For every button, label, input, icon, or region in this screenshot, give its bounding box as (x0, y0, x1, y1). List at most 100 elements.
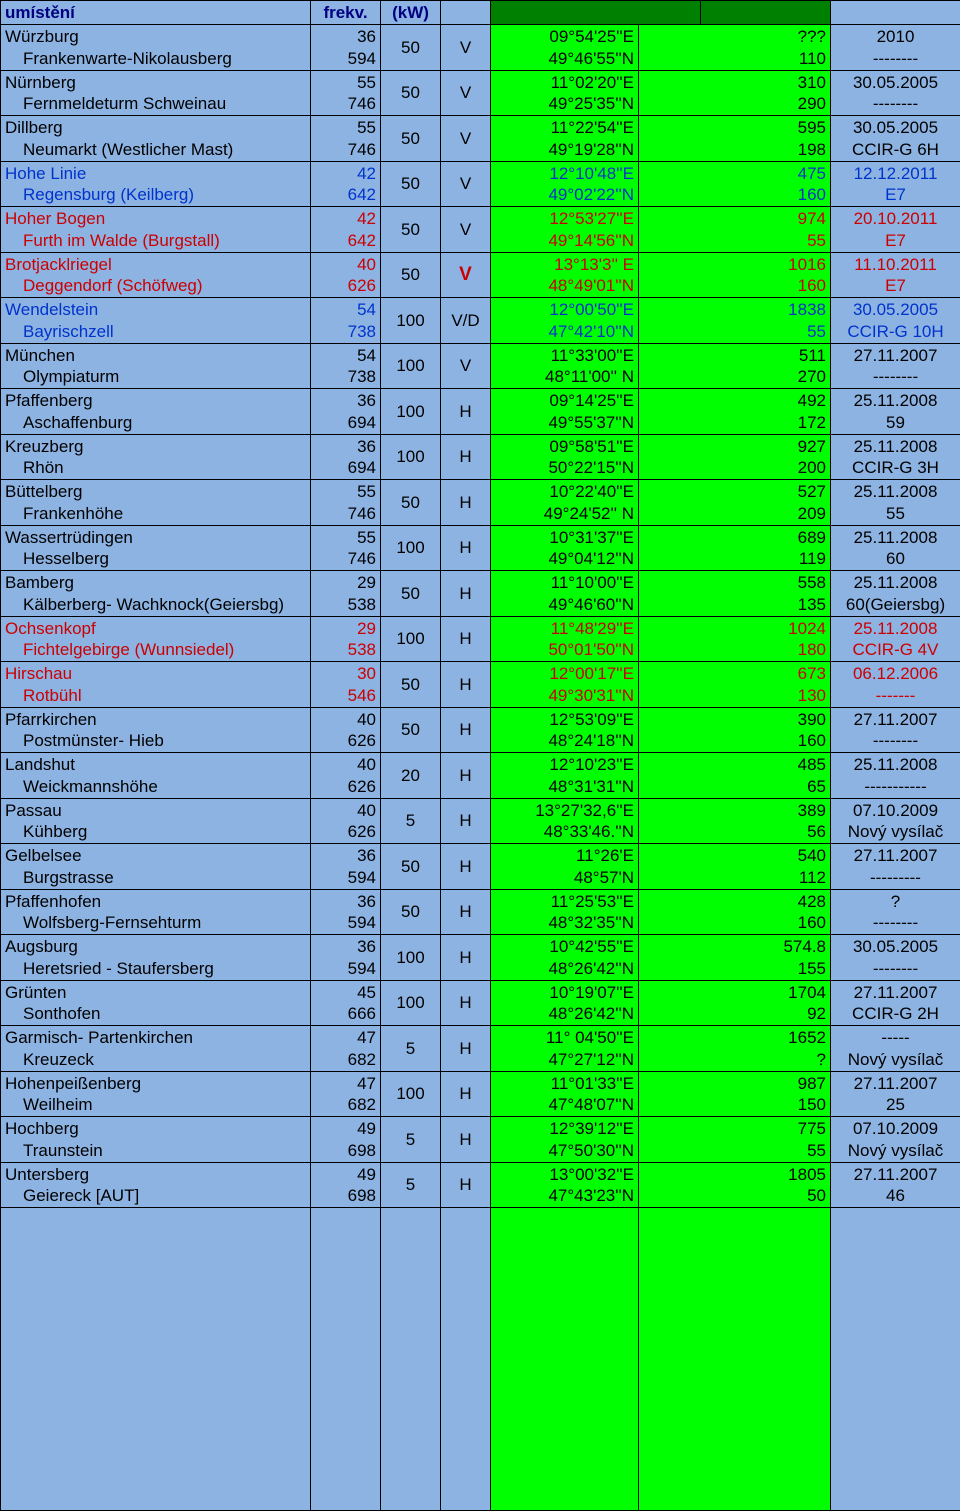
loc-main: Ochsenkopf (5, 619, 96, 638)
cell-coords: 09°54'25''E49°46'55''N (491, 25, 639, 71)
cell-date: 25.11.2008CCIR-G 4V (831, 616, 960, 662)
loc-sub: Traunstein (5, 1140, 306, 1161)
cell-date: ?-------- (831, 889, 960, 935)
cell-date: 25.11.200860(Geiersbg) (831, 571, 960, 617)
cell-location: HohenpeißenbergWeilheim (1, 1071, 311, 1117)
cell-freq: 55746 (311, 525, 381, 571)
cell-date: -----Nový vysílač (831, 1026, 960, 1072)
loc-sub: Aschaffenburg (5, 412, 306, 433)
cell-height: 595198 (639, 116, 831, 162)
cell-coords: 11°10'00''E49°46'60''N (491, 571, 639, 617)
cell-date: 06.12.2006------- (831, 662, 960, 708)
loc-main: Bamberg (5, 573, 74, 592)
cell-location: HirschauRotbühl (1, 662, 311, 708)
loc-main: Hochberg (5, 1119, 79, 1138)
cell-location: WassertrüdingenHesselberg (1, 525, 311, 571)
loc-sub: Postmünster- Hieb (5, 730, 306, 751)
loc-sub: Neumarkt (Westlicher Mast) (5, 139, 306, 160)
table-row: PassauKühberg406265H13°27'32,6''E48°33'4… (1, 798, 960, 844)
cell-polarization: V (441, 116, 491, 162)
cell-date: 30.05.2005-------- (831, 935, 960, 981)
cell-date: 27.11.2007CCIR-G 2H (831, 980, 960, 1026)
loc-sub: Wolfsberg-Fernsehturm (5, 912, 306, 933)
cell-date: 25.11.2008----------- (831, 753, 960, 799)
cell-polarization: H (441, 980, 491, 1026)
table-row: GrüntenSonthofen45666100H10°19'07''E48°2… (1, 980, 960, 1026)
cell-height: 527209 (639, 480, 831, 526)
cell-location: BrotjacklriegelDeggendorf (Schöfweg) (1, 252, 311, 298)
table-row: GelbelseeBurgstrasse3659450H11°26'E48°57… (1, 844, 960, 890)
filler-cell (311, 1208, 381, 1511)
cell-power: 100 (381, 1071, 441, 1117)
table-row: Hoher BogenFurth im Walde (Burgstall)426… (1, 207, 960, 253)
cell-date: 11.10.2011E7 (831, 252, 960, 298)
cell-freq: 55746 (311, 70, 381, 116)
cell-coords: 10°22'40''E49°24'52'' N (491, 480, 639, 526)
cell-polarization: H (441, 389, 491, 435)
header-height (701, 1, 831, 25)
table-row: UntersbergGeiereck [AUT]496985H13°00'32'… (1, 1162, 960, 1208)
cell-polarization: H (441, 571, 491, 617)
filler-cell (831, 1208, 960, 1511)
cell-height: 48565 (639, 753, 831, 799)
cell-height: 1016160 (639, 252, 831, 298)
filler-cell (381, 1208, 441, 1511)
filler-row (1, 1208, 960, 1511)
cell-freq: 29538 (311, 616, 381, 662)
cell-power: 50 (381, 662, 441, 708)
cell-date: 25.11.200855 (831, 480, 960, 526)
cell-location: WürzburgFrankenwarte-Nikolausberg (1, 25, 311, 71)
loc-sub: Frankenhöhe (5, 503, 306, 524)
cell-polarization: H (441, 662, 491, 708)
cell-polarization: H (441, 1071, 491, 1117)
cell-coords: 09°58'51''E50°22'15''N (491, 434, 639, 480)
table-row: OchsenkopfFichtelgebirge (Wunnsiedel)295… (1, 616, 960, 662)
cell-date: 12.12.2011E7 (831, 161, 960, 207)
cell-freq: 54738 (311, 298, 381, 344)
cell-polarization: V/D (441, 298, 491, 344)
cell-date: 27.11.2007--------- (831, 844, 960, 890)
cell-freq: 36694 (311, 389, 381, 435)
cell-coords: 11°25'53''E48°32'35''N (491, 889, 639, 935)
cell-coords: 11°01'33''E47°48'07''N (491, 1071, 639, 1117)
cell-location: AugsburgHeretsried - Staufersberg (1, 935, 311, 981)
cell-date: 30.05.2005CCIR-G 6H (831, 116, 960, 162)
table-row: WassertrüdingenHesselberg55746100H10°31'… (1, 525, 960, 571)
table-row: Bamberg Kälberberg- Wachknock(Geiersbg)29… (1, 571, 960, 617)
cell-freq: 40626 (311, 798, 381, 844)
cell-coords: 11°22'54''E49°19'28''N (491, 116, 639, 162)
cell-date: 27.11.2007-------- (831, 343, 960, 389)
loc-sub: Hesselberg (5, 548, 306, 569)
filler-cell (1, 1208, 311, 1511)
table-row: KreuzbergRhön36694100H09°58'51''E50°22'1… (1, 434, 960, 480)
cell-location: Hohe LinieRegensburg (Keilberg) (1, 161, 311, 207)
cell-power: 50 (381, 116, 441, 162)
cell-power: 50 (381, 161, 441, 207)
cell-height: 689119 (639, 525, 831, 571)
cell-freq: 29538 (311, 571, 381, 617)
cell-polarization: H (441, 707, 491, 753)
table-row: BrotjacklriegelDeggendorf (Schöfweg)4062… (1, 252, 960, 298)
loc-sub: Kälberberg- Wachknock(Geiersbg) (5, 594, 306, 615)
cell-location: WendelsteinBayrischzell (1, 298, 311, 344)
cell-height: 1024180 (639, 616, 831, 662)
cell-height: 574.8155 (639, 935, 831, 981)
cell-coords: 12°00'17''E49°30'31''N (491, 662, 639, 708)
cell-coords: 11° 04'50''E47°27'12''N (491, 1026, 639, 1072)
cell-freq: 36694 (311, 434, 381, 480)
cell-power: 5 (381, 798, 441, 844)
cell-freq: 49698 (311, 1117, 381, 1163)
cell-location: BüttelbergFrankenhöhe (1, 480, 311, 526)
cell-freq: 40626 (311, 753, 381, 799)
loc-main: Pfarrkirchen (5, 710, 97, 729)
table-row: WürzburgFrankenwarte-Nikolausberg3659450… (1, 25, 960, 71)
header-row: umístění frekv. (kW) (1, 1, 960, 25)
cell-date: 07.10.2009Nový vysílač (831, 798, 960, 844)
cell-power: 50 (381, 707, 441, 753)
cell-power: 50 (381, 207, 441, 253)
loc-main: München (5, 346, 75, 365)
loc-main: Pfaffenberg (5, 391, 93, 410)
cell-freq: 36594 (311, 25, 381, 71)
cell-polarization: H (441, 480, 491, 526)
cell-height: 475160 (639, 161, 831, 207)
